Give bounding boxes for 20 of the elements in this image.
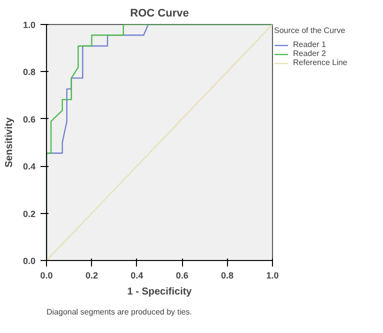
chart-title: ROC Curve bbox=[130, 8, 189, 20]
y-tick-label: 0.0 bbox=[22, 256, 36, 266]
legend-label: Reader 2 bbox=[293, 49, 326, 58]
legend-label: Reference Line bbox=[293, 58, 348, 67]
y-axis-title: Sensitivity bbox=[4, 117, 15, 168]
x-axis-title: 1 - Specificity bbox=[127, 286, 192, 298]
y-tick-label: 1.0 bbox=[22, 20, 36, 30]
y-tick-label: 0.4 bbox=[22, 162, 36, 172]
x-tick-label: 0.4 bbox=[130, 270, 144, 280]
x-tick-label: 0.2 bbox=[85, 270, 98, 280]
y-tick-label: 0.2 bbox=[22, 208, 36, 219]
x-tick-label: 1.0 bbox=[266, 270, 279, 280]
x-tick-label: 0.6 bbox=[176, 270, 188, 280]
legend-label: Reader 1 bbox=[293, 40, 326, 49]
legend-title: Source of the Curve bbox=[274, 26, 346, 35]
y-tick-label: 0.8 bbox=[22, 67, 36, 78]
x-tick-label: 0.0 bbox=[40, 270, 53, 280]
text: Diagonal segments are produced by ties. bbox=[46, 308, 192, 316]
y-tick-label: 0.6 bbox=[22, 114, 36, 124]
x-tick-label: 0.8 bbox=[221, 270, 234, 280]
